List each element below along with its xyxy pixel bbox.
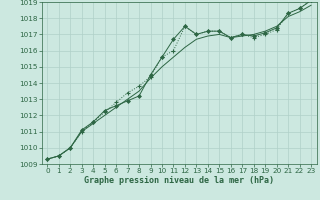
X-axis label: Graphe pression niveau de la mer (hPa): Graphe pression niveau de la mer (hPa) (84, 176, 274, 185)
